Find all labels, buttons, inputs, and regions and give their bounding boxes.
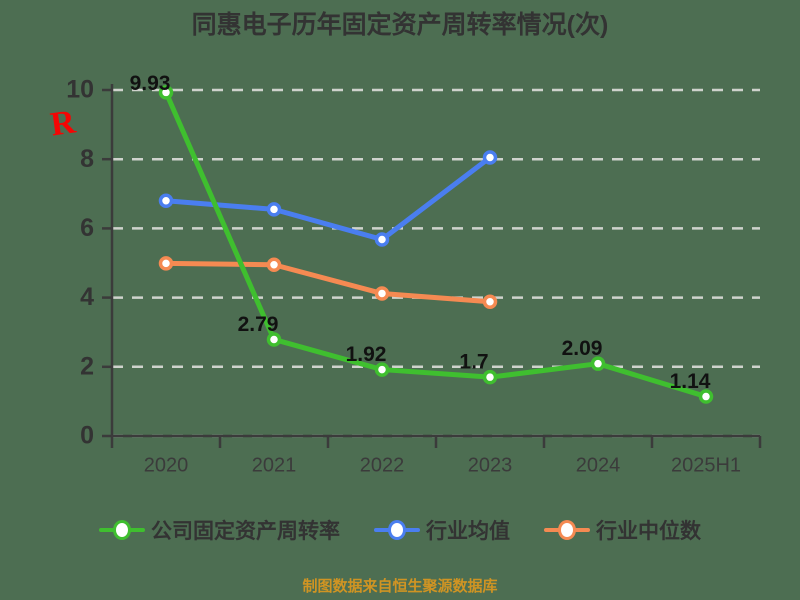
series-line <box>163 89 709 400</box>
legend-dot-icon <box>388 520 406 540</box>
x-axis-tick-label: 2021 <box>252 454 297 476</box>
series-line <box>163 260 493 305</box>
data-point-label: 1.14 <box>670 370 711 393</box>
data-point-marker[interactable] <box>482 294 498 310</box>
data-point-label: 9.93 <box>130 72 171 95</box>
legend-item[interactable]: 行业中位数 <box>544 515 701 545</box>
data-point-marker[interactable] <box>482 150 498 165</box>
legend-dot-icon <box>113 520 131 540</box>
series-line <box>163 154 493 242</box>
data-point-marker[interactable] <box>590 356 606 371</box>
chart-legend: 公司固定资产周转率 行业均值 行业中位数 <box>0 515 800 545</box>
y-axis-tick-label: 4 <box>80 283 94 311</box>
legend-item-label: 公司固定资产周转率 <box>151 520 340 543</box>
legend-item-label: 行业中位数 <box>596 520 701 543</box>
y-axis-tick-label: 6 <box>80 214 94 242</box>
x-axis-tick-label: 2025H1 <box>671 454 741 476</box>
legend-marker-icon <box>544 519 590 541</box>
data-point-marker[interactable] <box>374 286 390 301</box>
y-axis-tick-label: 0 <box>80 422 94 450</box>
data-point-marker[interactable] <box>698 389 714 404</box>
legend-marker-icon <box>99 519 145 541</box>
data-point-marker[interactable] <box>158 85 174 100</box>
legend-dot-icon <box>558 520 576 540</box>
legend-item[interactable]: 行业均值 <box>374 515 510 545</box>
data-point-label: 1.92 <box>346 343 387 366</box>
data-point-marker[interactable] <box>374 362 390 377</box>
x-axis-tick-label: 2023 <box>468 454 513 476</box>
x-axis-tick-label: 2022 <box>360 454 405 476</box>
data-point-marker[interactable] <box>158 193 174 208</box>
data-point-label: 2.09 <box>562 337 603 360</box>
data-point-marker[interactable] <box>482 369 498 385</box>
y-axis-tick-label: 10 <box>66 76 94 104</box>
chart-title: 同惠电子历年固定资产周转率情况(次) <box>191 11 609 39</box>
data-point-marker[interactable] <box>374 232 390 247</box>
data-point-marker[interactable] <box>266 202 282 217</box>
legend-marker-icon <box>374 519 420 541</box>
x-axis-tick-label: 2024 <box>576 454 621 476</box>
data-point-label: 2.79 <box>238 313 279 336</box>
data-point-marker[interactable] <box>158 256 174 271</box>
legend-item[interactable]: 公司固定资产周转率 <box>99 515 340 545</box>
x-axis-tick-label: 2020 <box>144 454 189 476</box>
data-point-marker[interactable] <box>266 257 282 272</box>
data-point-marker[interactable] <box>266 332 282 347</box>
data-point-label: 1.7 <box>459 351 488 374</box>
legend-item-label: 行业均值 <box>426 520 510 543</box>
y-axis-tick-label: 2 <box>80 352 94 380</box>
y-axis-tick-label: 8 <box>80 145 94 173</box>
source-note: 制图数据来自恒生聚源数据库 <box>302 578 498 595</box>
line-chart-plot: 0 2 4 6 8 10 2020 2021 2022 2023 2024 2025H1 9.93 2.7… <box>66 72 762 476</box>
